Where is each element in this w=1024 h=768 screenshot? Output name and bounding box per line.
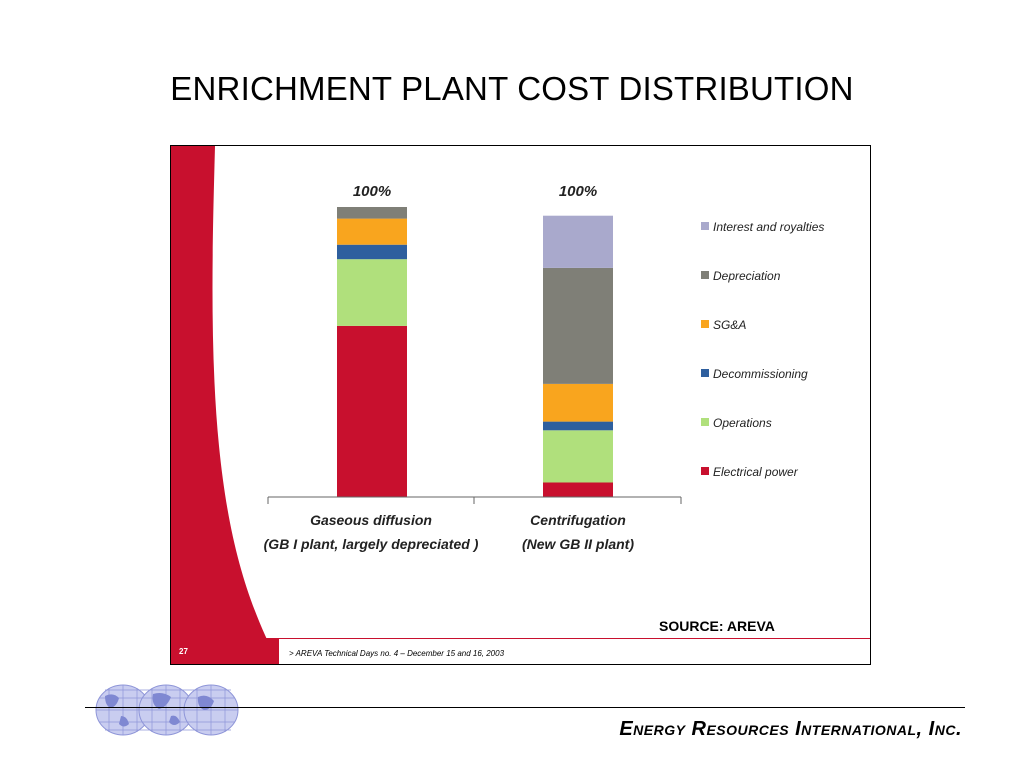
legend-swatch: [701, 222, 709, 230]
red-side-decoration: [171, 146, 279, 664]
legend-swatch: [701, 369, 709, 377]
bar-segment-electrical-power: [543, 482, 613, 497]
legend-entry: SG&A: [713, 318, 746, 332]
x-tick-label: (New GB II plant): [522, 536, 634, 552]
globe-logo-icon: [95, 684, 239, 736]
figure-page-number: 27: [171, 639, 279, 664]
legend-entry: Depreciation: [713, 269, 781, 283]
legend-swatch: [701, 467, 709, 475]
x-tick-label: Gaseous diffusion: [310, 512, 432, 528]
bar-segment-sg-a: [337, 218, 407, 245]
figure-reference: > AREVA Technical Days no. 4 – December …: [289, 649, 505, 658]
bar-segment-decommissioning: [543, 421, 613, 431]
legend-swatch: [701, 320, 709, 328]
chart-figure: 100% 100% Gaseous diffusion (GB I plant, la…: [170, 145, 871, 665]
legend-entry: Decommissioning: [713, 367, 808, 381]
legend-swatch: [701, 271, 709, 279]
bar-segment-operations: [543, 430, 613, 483]
slide-title: ENRICHMENT PLANT COST DISTRIBUTION: [170, 70, 854, 107]
bar-segment-operations: [337, 259, 407, 326]
bar-segment-interest-and-royalties: [543, 215, 613, 268]
bar-total-label: 100%: [353, 183, 391, 200]
legend-entry: Electrical power: [713, 465, 799, 479]
legend-entry: Operations: [713, 416, 772, 430]
figure-footer: [171, 638, 870, 664]
stacked-bar-chart: 100% 100% Gaseous diffusion (GB I plant, la…: [171, 146, 824, 664]
x-tick-label: (GB I plant, largely depreciated ): [264, 536, 479, 552]
bar-segment-depreciation: [337, 207, 407, 219]
footer-rule: [85, 707, 965, 708]
bar-segment-decommissioning: [337, 244, 407, 260]
legend-swatch: [701, 418, 709, 426]
bar-segment-sg-a: [543, 383, 613, 422]
x-tick-label: Centrifugation: [530, 512, 626, 528]
bar-segment-depreciation: [543, 267, 613, 384]
bar-total-label: 100%: [559, 183, 597, 200]
legend-entry: Interest and royalties: [713, 220, 824, 234]
bar-segment-electrical-power: [337, 325, 407, 497]
source-note: SOURCE: AREVA: [659, 618, 775, 634]
company-name: Energy Resources International, Inc.: [619, 718, 962, 740]
